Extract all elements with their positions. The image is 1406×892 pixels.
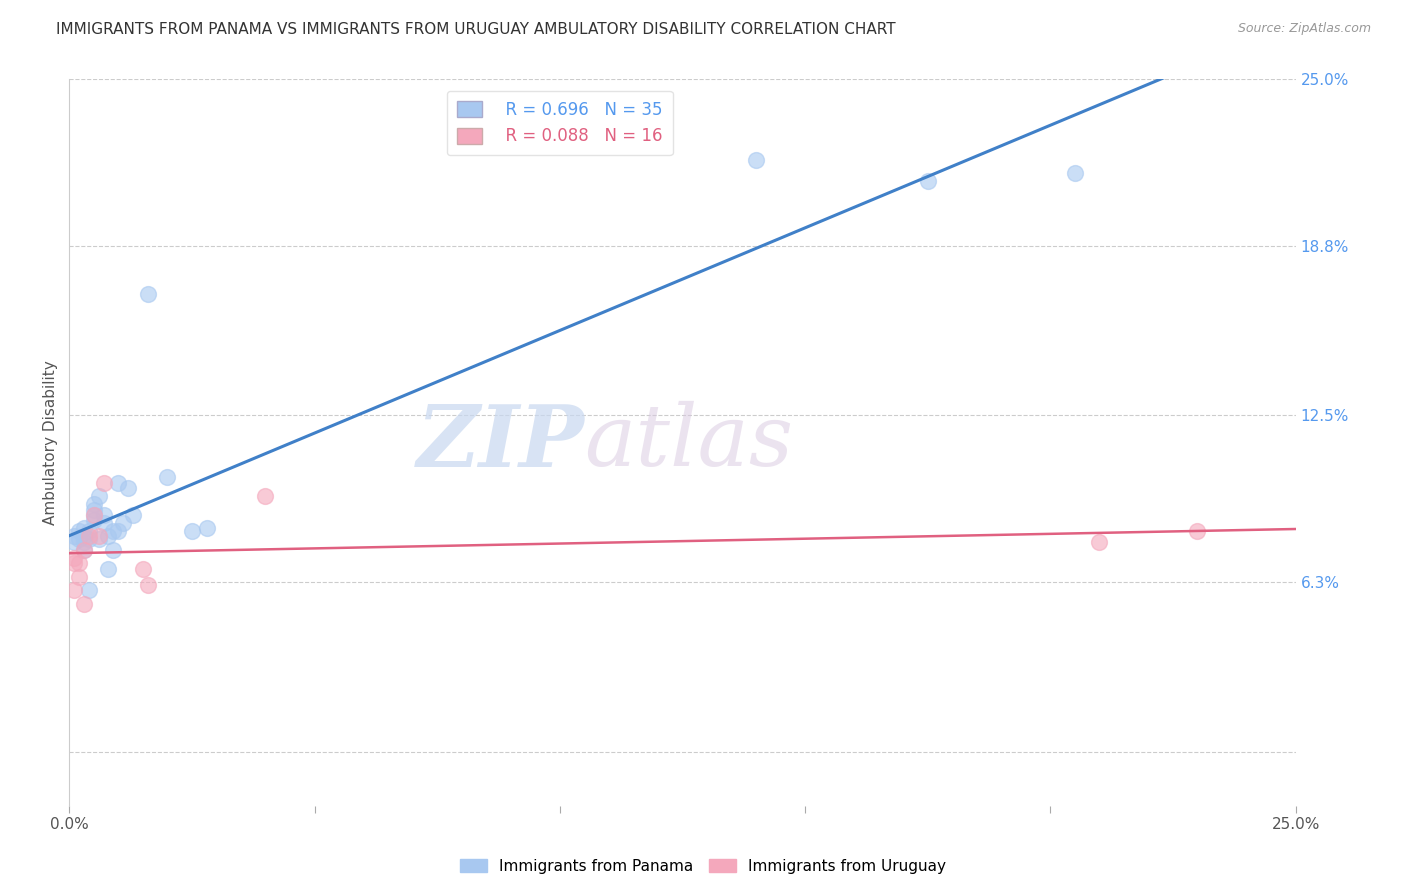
Point — [1088, 534, 1111, 549]
Point — [83, 497, 105, 511]
Point — [67, 524, 90, 538]
Point — [87, 532, 110, 546]
Point — [63, 557, 86, 571]
Point — [77, 529, 100, 543]
Point — [97, 562, 120, 576]
Point — [93, 508, 115, 522]
Point — [122, 508, 145, 522]
Point — [136, 578, 159, 592]
Text: atlas: atlas — [585, 401, 793, 483]
Legend: Immigrants from Panama, Immigrants from Uruguay: Immigrants from Panama, Immigrants from … — [453, 853, 953, 880]
Point — [73, 529, 96, 543]
Point — [195, 521, 218, 535]
Point — [67, 570, 90, 584]
Point — [63, 534, 86, 549]
Point — [73, 543, 96, 558]
Point — [93, 475, 115, 490]
Y-axis label: Ambulatory Disability: Ambulatory Disability — [44, 359, 58, 524]
Legend:   R = 0.696   N = 35,   R = 0.088   N = 16: R = 0.696 N = 35, R = 0.088 N = 16 — [447, 91, 672, 155]
Point — [745, 153, 768, 167]
Point — [107, 524, 129, 538]
Point — [77, 524, 100, 538]
Point — [83, 508, 105, 522]
Point — [83, 508, 105, 522]
Point — [73, 543, 96, 558]
Point — [97, 529, 120, 543]
Text: Source: ZipAtlas.com: Source: ZipAtlas.com — [1237, 22, 1371, 36]
Point — [136, 287, 159, 301]
Point — [63, 551, 86, 566]
Point — [83, 502, 105, 516]
Point — [87, 489, 110, 503]
Point — [254, 489, 277, 503]
Point — [132, 562, 155, 576]
Point — [77, 532, 100, 546]
Point — [156, 470, 179, 484]
Point — [1187, 524, 1209, 538]
Point — [117, 481, 139, 495]
Point — [112, 516, 135, 530]
Point — [917, 174, 939, 188]
Point — [73, 521, 96, 535]
Point — [83, 513, 105, 527]
Point — [180, 524, 202, 538]
Point — [73, 597, 96, 611]
Point — [93, 516, 115, 530]
Point — [63, 529, 86, 543]
Point — [73, 534, 96, 549]
Point — [67, 557, 90, 571]
Point — [87, 529, 110, 543]
Text: ZIP: ZIP — [416, 401, 585, 484]
Point — [107, 475, 129, 490]
Text: IMMIGRANTS FROM PANAMA VS IMMIGRANTS FROM URUGUAY AMBULATORY DISABILITY CORRELAT: IMMIGRANTS FROM PANAMA VS IMMIGRANTS FRO… — [56, 22, 896, 37]
Point — [67, 532, 90, 546]
Point — [77, 583, 100, 598]
Point — [1063, 166, 1085, 180]
Point — [103, 524, 125, 538]
Point — [103, 543, 125, 558]
Point — [63, 583, 86, 598]
